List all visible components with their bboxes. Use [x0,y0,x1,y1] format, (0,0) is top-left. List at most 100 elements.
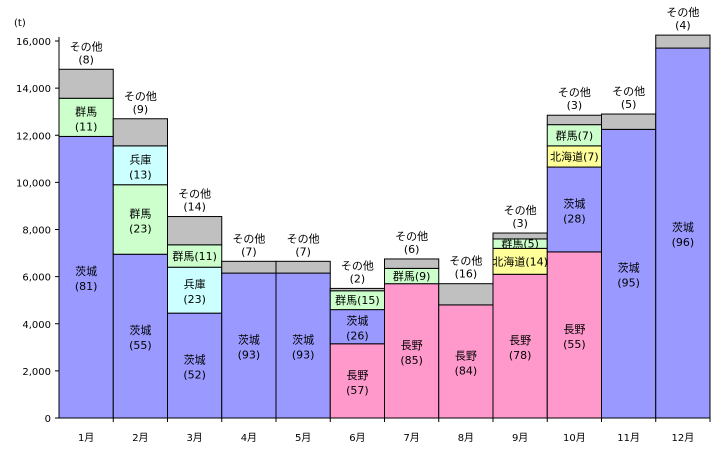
bar-segment [384,258,440,269]
segment-percent-label: (7) [241,245,257,258]
bar-segment [601,128,657,419]
segment-name-label: その他 [666,6,699,19]
x-category-label: 8月 [458,432,474,444]
segment-percent-label: (52) [183,369,206,382]
x-axis: 1月 2月 3月 4月 5月 6月 7月 8月 9月 10月 11月 12月 [59,417,711,444]
segment-percent-label: (81) [75,280,98,293]
segment-name-label: その他 [341,259,374,272]
bar-segment [275,272,331,419]
segment-percent-label: (57) [346,384,369,397]
bar-segment [112,184,168,255]
segment-percent-label: (26) [346,330,369,343]
segment-percent-label: (93) [238,349,261,362]
segment-name-label: その他 [232,232,265,245]
segment-name-label: 茨城 [672,220,694,234]
segment-name-label: 群馬 [75,104,97,118]
segment-percent-label: (2) [350,272,366,285]
segment-percent-label: (96) [672,236,695,249]
bar-segment [329,287,385,292]
segment-percent-label: (93) [292,349,315,362]
bar-segment [275,260,331,274]
segment-percent-label: (3) [567,99,583,112]
x-category-label: 11月 [617,432,640,444]
segment-percent-label: (84) [455,364,478,377]
bar-segment [221,260,277,274]
segment-percent-label: (6) [404,243,420,256]
segment-name-label: 茨城 [292,333,314,347]
segment-inline-label: 群馬(9) [393,269,431,283]
segment-percent-label: (85) [400,354,423,367]
bar-segment [601,113,657,130]
segment-name-label: その他 [612,85,645,98]
segment-name-label: 長野 [509,334,531,347]
bar-segment [58,68,114,99]
x-category-label: 10月 [563,432,586,444]
segment-name-label: 長野 [563,323,585,336]
segment-name-label: 兵庫 [184,277,206,291]
segment-percent-label: (8) [78,53,94,66]
x-category-label: 6月 [349,432,365,444]
x-category-label: 5月 [295,432,311,444]
segment-name-label: その他 [558,86,591,99]
y-tick-label: 16,000 [16,37,51,48]
y-tick-label: 6,000 [22,273,51,284]
x-category-label: 2月 [132,432,148,444]
bar-segment [546,166,602,253]
x-category-label: 7月 [403,432,419,444]
segment-percent-label: (28) [563,212,586,225]
segment-name-label: その他 [395,230,428,243]
bar-segment [167,216,223,246]
bar-segment [167,312,223,419]
bar-segment [655,47,711,419]
segment-name-label: 茨城 [238,333,260,347]
segment-name-label: 長野 [401,339,423,352]
segment-inline-label: 北海道(7) [550,149,599,163]
segment-name-label: 茨城 [346,314,368,328]
y-axis: 0 2,000 4,000 6,000 8,000 10,000 12,000 14,000 1… [16,37,60,425]
segment-percent-label: (23) [183,293,206,306]
segment-name-label: 茨城 [184,353,206,367]
segment-percent-label: (11) [75,120,98,133]
bar-segment [112,145,168,186]
segment-name-label: その他 [287,232,320,245]
x-category-label: 3月 [186,432,202,444]
bar-segment [438,283,494,306]
segment-percent-label: (95) [617,277,640,290]
y-tick-label: 8,000 [22,226,51,237]
segment-percent-label: (5) [621,98,637,111]
segment-percent-label: (9) [133,103,149,116]
bar-segments: 茨城(81)群馬(11)その他(8)茨城(55)群馬(23)兵庫(13)その他(… [58,6,711,419]
segment-percent-label: (16) [455,268,478,281]
segment-inline-label: 群馬(7) [556,128,594,142]
segment-inline-label: 北海道(14) [492,254,548,268]
segment-name-label: その他 [70,40,103,53]
segment-name-label: 茨城 [618,261,640,275]
bar-segment [546,251,602,419]
segment-name-label: 長野 [455,349,477,362]
y-tick-label: 14,000 [16,84,51,95]
segment-name-label: 茨城 [129,323,151,337]
segment-percent-label: (7) [295,245,311,258]
y-tick-label: 2,000 [22,367,51,378]
bar-segment [492,232,548,240]
segment-percent-label: (4) [675,19,691,32]
segment-percent-label: (55) [129,339,152,352]
bar-segment [546,114,602,126]
segment-percent-label: (3) [512,217,528,230]
y-tick-label: 12,000 [16,131,51,142]
segment-inline-label: 群馬(11) [172,249,217,263]
segment-name-label: 兵庫 [129,152,151,166]
segment-percent-label: (13) [129,168,152,181]
bar-segment [492,273,548,419]
y-tick-label: 0 [45,414,51,425]
segment-name-label: 茨城 [75,264,97,278]
segment-percent-label: (78) [509,349,532,362]
segment-name-label: その他 [504,204,537,217]
bar-segment [384,283,440,419]
segment-name-label: 群馬 [129,206,151,220]
bar-segment [112,118,168,147]
segment-percent-label: (23) [129,222,152,235]
x-category-label: 4月 [241,432,257,444]
